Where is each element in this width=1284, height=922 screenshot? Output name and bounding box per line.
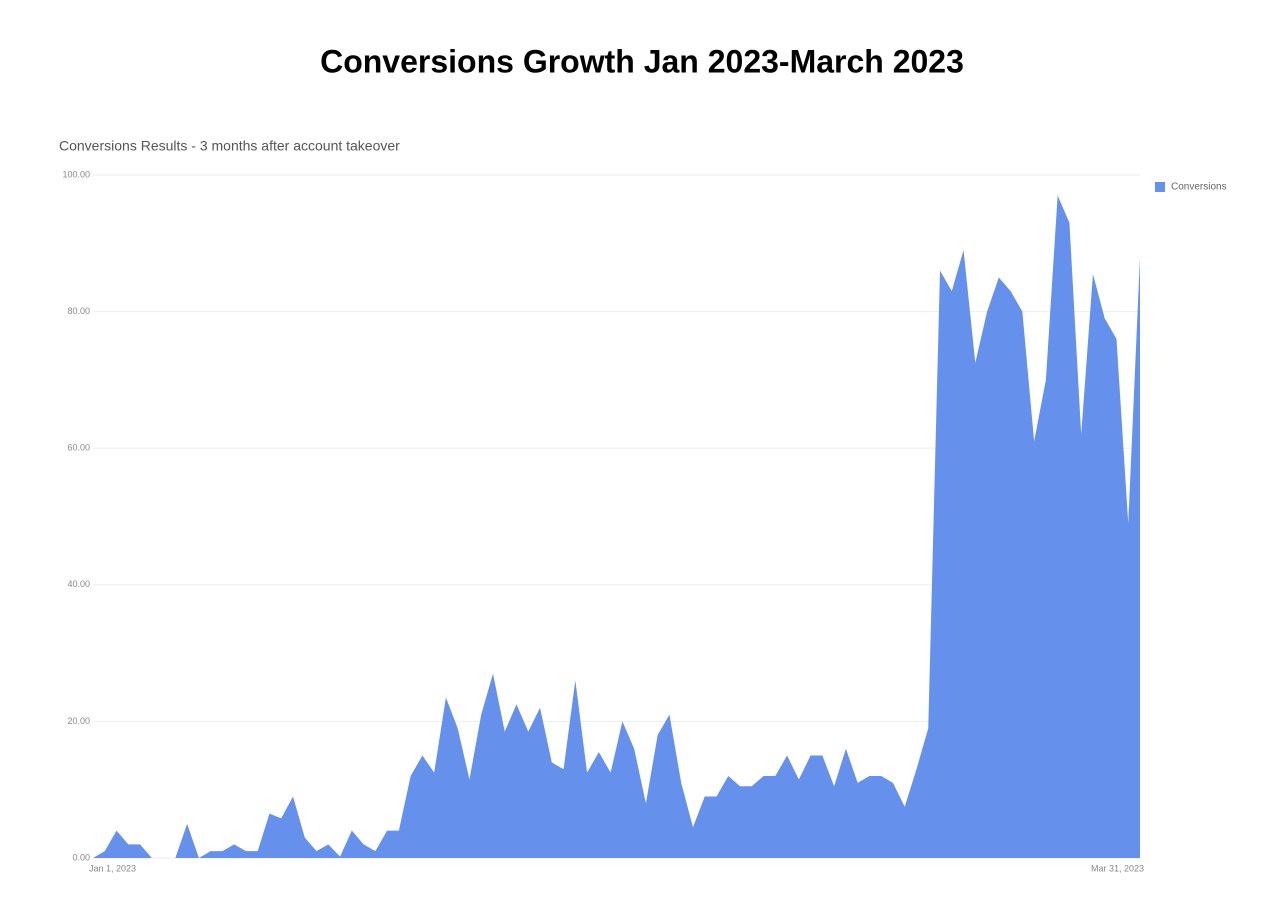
y-tick-label: 100.00	[62, 169, 90, 179]
y-tick-label: 0.00	[72, 852, 90, 862]
area	[93, 195, 1140, 859]
y-tick-label: 40.00	[67, 579, 90, 589]
legend-swatch	[1155, 182, 1165, 192]
y-tick-label: 60.00	[67, 443, 90, 453]
chart-title: Conversions Growth Jan 2023-March 2023	[320, 43, 964, 79]
y-tick-label: 20.00	[67, 716, 90, 726]
chart-subtitle: Conversions Results - 3 months after acc…	[59, 138, 400, 154]
y-tick-label: 80.00	[67, 306, 90, 316]
legend-label: Conversions	[1171, 182, 1227, 193]
x-tick-label: Jan 1, 2023	[89, 863, 136, 873]
x-tick-label: Mar 31, 2023	[1091, 863, 1144, 873]
